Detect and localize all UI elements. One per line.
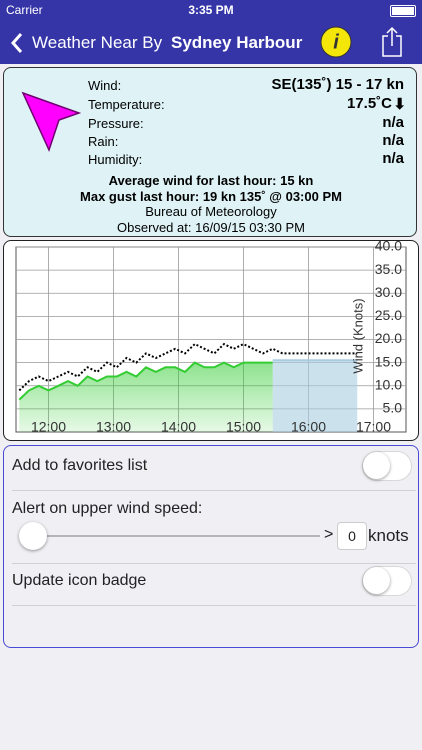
- slider-track: [20, 535, 320, 537]
- carrier: Carrier: [6, 3, 43, 17]
- info-label: Temperature:: [88, 97, 165, 112]
- info-label: Pressure:: [88, 116, 144, 131]
- nav-bar: Weather Near By Sydney Harbour i: [0, 20, 422, 64]
- series-line: [18, 361, 273, 401]
- alert-unit: knots: [368, 526, 409, 545]
- info-button[interactable]: i: [320, 26, 352, 58]
- info-label: Humidity:: [88, 152, 143, 167]
- info-label: Wind:: [88, 78, 122, 93]
- favorites-toggle[interactable]: [362, 451, 412, 481]
- badge-label: Update icon badge: [12, 572, 147, 589]
- area-fill: [272, 360, 358, 432]
- info-line: Max gust last hour: 19 kn 135˚ @ 03:00 P…: [80, 189, 342, 204]
- info-line: Observed at: 16/09/15 03:30 PM: [117, 220, 305, 235]
- separator: [12, 605, 416, 606]
- battery: [390, 5, 416, 17]
- y-tick-label: 25.0: [375, 307, 402, 323]
- x-tick-label: 12:00: [31, 419, 66, 435]
- info-line: Bureau of Meteorology: [145, 204, 277, 219]
- nav-title: Sydney Harbour: [171, 33, 303, 52]
- badge-toggle[interactable]: [362, 566, 412, 596]
- share-button[interactable]: [380, 26, 404, 58]
- y-tick-label: 10.0: [375, 376, 402, 392]
- svg-text:i: i: [333, 31, 339, 53]
- back-chevron[interactable]: [10, 32, 24, 54]
- info-value: SE(135˚) 15 - 17 kn: [271, 76, 404, 93]
- status-bar: Carrier 3:35 PM: [0, 0, 422, 20]
- separator: [12, 563, 416, 564]
- y-axis-label: Wind (Knots): [350, 298, 365, 373]
- y-tick-label: 15.0: [375, 353, 402, 369]
- alert-input[interactable]: 0: [337, 522, 367, 550]
- info-value: n/a: [382, 114, 404, 131]
- clock: 3:35 PM: [188, 3, 234, 17]
- info-value: n/a: [382, 150, 404, 167]
- info-panel: Wind: SE(135˚) 15 - 17 kn Temperature: 17.5…: [3, 67, 417, 237]
- x-tick-label: 15:00: [226, 419, 261, 435]
- y-tick-label: 30.0: [375, 284, 402, 300]
- alert-prefix: >: [324, 526, 334, 543]
- alert-label: Alert on upper wind speed:: [12, 500, 203, 517]
- trend-icon: ⬇: [393, 96, 406, 113]
- x-tick-label: 17:00: [356, 419, 391, 435]
- wind-arrow: [21, 91, 82, 153]
- x-tick-label: 13:00: [96, 419, 131, 435]
- y-tick-label: 20.0: [375, 330, 402, 346]
- y-tick-label: 35.0: [375, 261, 402, 277]
- info-label: Rain:: [88, 134, 119, 149]
- info-value: n/a: [382, 132, 404, 149]
- chart: Wind (Knots) 5.0 10.0 15.0 20.0 25.0 30.0 35.0…: [15, 238, 407, 435]
- y-tick-label: 5.0: [383, 400, 403, 416]
- area-fill: [19, 362, 273, 432]
- x-tick-label: 16:00: [291, 419, 326, 435]
- settings-panel: Add to favorites list Alert on upper win…: [3, 445, 419, 648]
- slider-thumb[interactable]: [19, 522, 47, 550]
- series-line: [18, 342, 358, 392]
- chart-panel: Wind (Knots) 5.0 10.0 15.0 20.0 25.0 30.0 35.0…: [3, 238, 419, 441]
- favorites-label: Add to favorites list: [12, 457, 148, 474]
- info-line: Average wind for last hour: 15 kn: [108, 173, 314, 188]
- separator: [12, 490, 416, 491]
- x-tick-label: 14:00: [161, 419, 196, 435]
- info-value: 17.5˚C: [346, 95, 392, 112]
- back-button[interactable]: Weather Near By: [32, 33, 163, 52]
- y-tick-label: 40.0: [375, 241, 402, 254]
